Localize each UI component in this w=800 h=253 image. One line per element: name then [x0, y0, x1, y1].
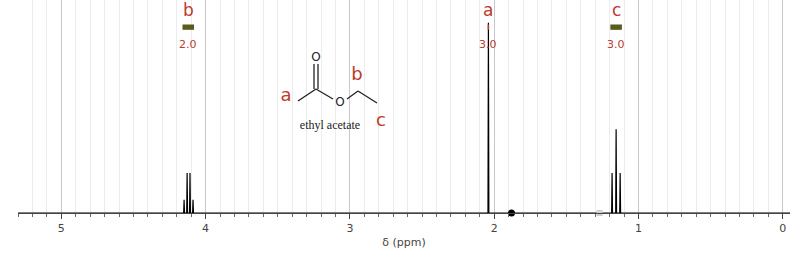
- svg-text:3: 3: [346, 222, 353, 235]
- svg-text:b: b: [183, 0, 194, 20]
- svg-text:ethyl acetate: ethyl acetate: [300, 118, 360, 132]
- svg-text:2.0: 2.0: [179, 38, 197, 51]
- svg-text:0: 0: [779, 222, 786, 235]
- svg-text:3.0: 3.0: [607, 38, 625, 51]
- svg-text:O: O: [311, 50, 320, 64]
- svg-text:O: O: [335, 95, 344, 109]
- svg-text:4: 4: [202, 222, 209, 235]
- svg-text:c: c: [612, 0, 621, 20]
- svg-text:b: b: [351, 63, 362, 84]
- svg-text:a: a: [280, 84, 291, 105]
- svg-text:2: 2: [491, 222, 498, 235]
- svg-text:5: 5: [58, 222, 65, 235]
- svg-text:a: a: [483, 0, 493, 20]
- svg-text:3.0: 3.0: [479, 38, 497, 51]
- svg-text:1: 1: [635, 222, 642, 235]
- svg-text:c: c: [376, 109, 386, 130]
- svg-text:δ (ppm): δ (ppm): [382, 236, 426, 249]
